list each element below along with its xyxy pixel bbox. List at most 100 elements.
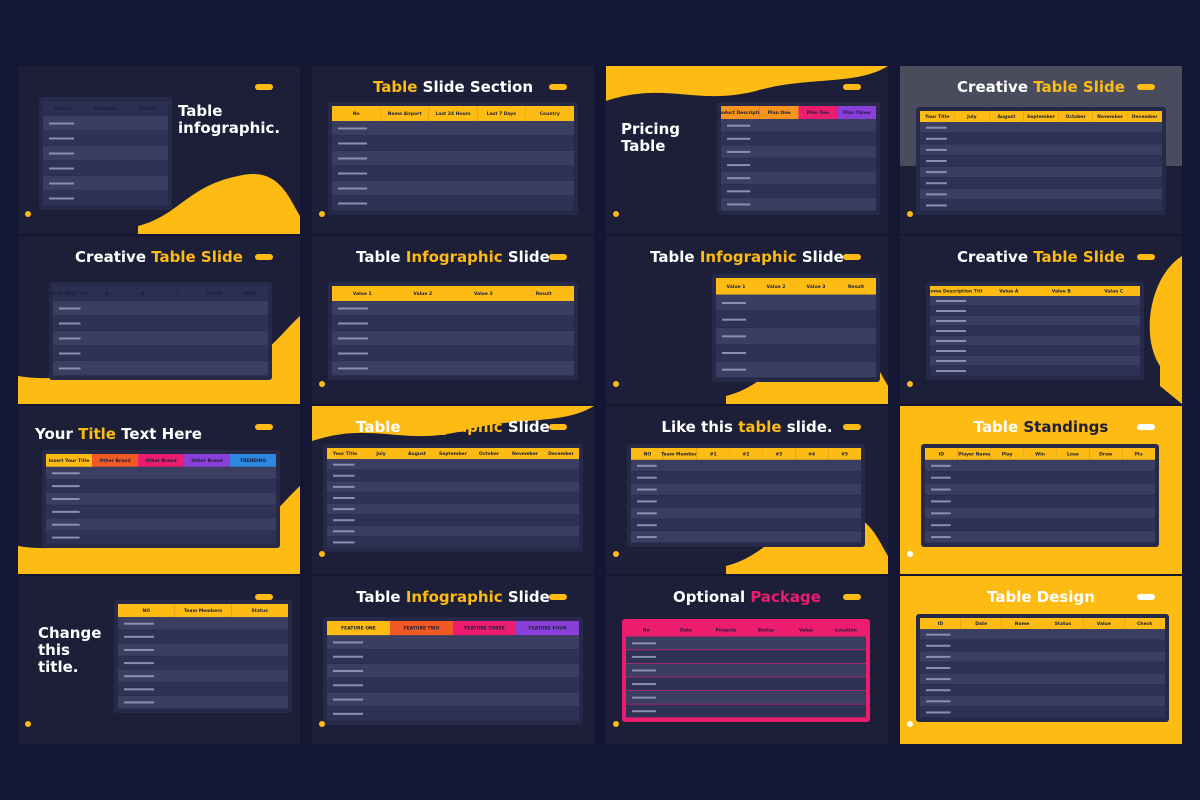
cell-text [52,523,80,526]
table-header: Status [758,627,775,633]
cell-text [49,122,74,125]
slide: NO Team Members Status Change this title. [18,576,300,744]
cell-text [926,689,951,692]
table-header: Location [835,627,857,633]
table-header: Result [848,284,865,290]
cell-text [926,711,951,714]
decor-pill [1137,594,1155,600]
table-row [716,361,876,378]
table-header-cell [1023,111,1059,123]
cell-text [637,500,657,503]
table-header: Plan Two [807,110,829,116]
cell-text [333,641,363,644]
cell-text [926,137,947,140]
cell-text [59,322,81,325]
table-header-cell [453,286,514,301]
table-row [721,158,876,172]
cell-text [727,150,751,153]
cell-text [926,126,947,129]
decor-pill [255,594,273,600]
table-header-cell [332,286,393,301]
table-row [920,673,1165,685]
table-header-cell [88,286,125,301]
table-header: Check [1137,621,1153,627]
table-header-cell [1035,286,1088,296]
table-row [43,176,168,191]
table-row [925,495,1155,507]
slide-title: Your Title Text Here [34,425,202,443]
cell-text [722,318,746,321]
table-header-cell [795,448,829,460]
decor-dot [319,721,325,727]
cell-text [333,541,355,544]
cell-text [338,157,368,160]
table-header-cell [507,448,543,460]
table-header: Plan Three [843,110,870,116]
table-row [332,181,574,196]
cell-text [52,498,80,500]
decor-dot [25,551,31,557]
table-header-cell [696,448,730,460]
cell-text [632,642,656,645]
title-part: Infographic [700,248,797,266]
table-header-cell [759,106,799,120]
table-header: B [141,291,145,297]
decor-blob [312,406,594,441]
decor-dot [613,211,619,217]
table-row [332,316,574,331]
title-part: Table Design [987,588,1095,606]
table-row [332,346,574,361]
table-header: Status [251,608,268,614]
table-header-cell [828,448,861,460]
slide-title: Table Design [987,588,1095,606]
table-row [332,151,574,166]
table-header: Attendee [94,106,117,112]
table-row [118,617,288,630]
table-header-cell [43,101,85,116]
slide-title: Like this table slide. [661,418,832,436]
table-header: Plan One [768,110,791,116]
decor-pill [549,254,567,260]
cell-text [52,485,80,488]
table-header-cell [428,106,478,121]
cell-text [59,367,81,370]
cell-text [124,648,154,651]
slide-title: Creative Table Slide [957,248,1125,266]
cell-text [632,669,656,672]
table-row [327,692,579,707]
table-row [721,132,876,145]
table-header-cell [84,101,127,116]
cell-text [931,500,951,503]
table-header: YEAR [242,291,257,297]
title-part: Slide [797,248,844,266]
table-row [920,122,1162,133]
table-header: November [1097,114,1124,120]
decor-dot [613,381,619,387]
table-header: NO [143,608,151,614]
table-row [925,519,1155,531]
title-part: Table [178,102,222,120]
cell-text [333,670,363,672]
cell-text [637,488,657,491]
cell-text [338,337,368,340]
decor-pill [843,594,861,600]
table-header-cell [666,623,706,637]
table-header: Projects [716,627,737,633]
table-header-cell [53,286,89,301]
table-header: C [177,291,181,297]
cell-text [338,367,368,370]
table-row [327,706,579,721]
cell-text [727,203,751,206]
table-header: Last 7 Days [487,111,517,117]
cell-text [49,197,74,200]
cell-text [931,524,951,527]
table-header: Value 3 [474,291,493,297]
table-header-cell [1127,111,1162,123]
table-header: Value C [1104,289,1124,295]
decor-dot [319,381,325,387]
table-row [118,669,288,683]
table-header-cell [990,448,1024,460]
title-part: Text Here [116,425,202,443]
table-header-cell [1023,448,1057,460]
cell-text [632,710,656,713]
